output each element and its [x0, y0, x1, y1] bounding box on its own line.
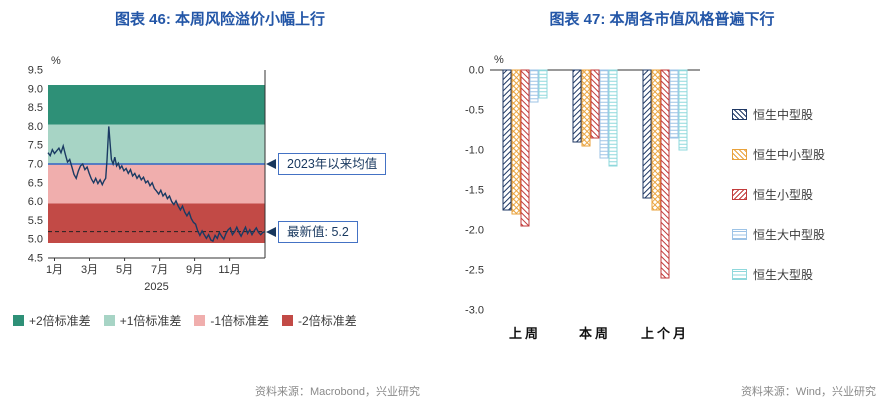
- legend-label: 恒生大中型股: [753, 228, 826, 242]
- plus1sd-swatch: [103, 315, 115, 326]
- legend-item-minus1sd: -1倍标准差: [194, 312, 269, 329]
- legend-label: +2倍标准差: [29, 314, 91, 328]
- svg-text:0.0: 0.0: [469, 65, 484, 77]
- smallcap-swatch: [732, 189, 747, 200]
- figure-47-source: 资料来源：Wind，兴业研究: [740, 386, 876, 398]
- latest-value-label: 最新值: 5.2: [278, 220, 358, 243]
- legend-item-plus2sd: +2倍标准差: [13, 312, 91, 329]
- legend-label: 恒生中小型股: [753, 148, 826, 162]
- left-arrow-icon: [266, 159, 276, 169]
- svg-text:9.5: 9.5: [28, 65, 43, 77]
- figure-46-source: 资料来源：Macrobond，兴业研究: [254, 386, 420, 398]
- svg-text:6.5: 6.5: [28, 177, 43, 189]
- svg-text:11月: 11月: [218, 264, 240, 276]
- svg-text:5.0: 5.0: [28, 234, 43, 246]
- mean-annotation-label: 2023年以来均值: [278, 153, 387, 175]
- svg-text:本周: 本周: [579, 326, 611, 341]
- legend-item-midcap: 恒生中型股: [732, 106, 825, 123]
- legend-label: -1倍标准差: [210, 314, 270, 328]
- svg-text:%: %: [494, 54, 504, 66]
- figure-46-legend: +2倍标准差 +1倍标准差 -1倍标准差 -2倍标准差: [13, 312, 357, 329]
- svg-text:9月: 9月: [186, 264, 203, 276]
- minus1sd-swatch: [194, 315, 206, 326]
- svg-text:-2.5: -2.5: [465, 265, 484, 277]
- svg-text:-1.0: -1.0: [465, 145, 484, 157]
- svg-text:2025: 2025: [144, 281, 168, 293]
- legend-label: -2倍标准差: [298, 314, 357, 328]
- svg-text:7.5: 7.5: [28, 140, 43, 152]
- legend-item-minus2sd: -2倍标准差: [282, 312, 357, 329]
- legend-label: +1倍标准差: [119, 314, 182, 328]
- figure-46-panel: 图表 46: 本周风险溢价小幅上行 4.5 5.0 5.5 6.0 6.5 7.0 7.5 8…: [0, 0, 440, 412]
- left-arrow-icon: [266, 226, 276, 237]
- legend-item-largecap: 恒生大型股: [732, 266, 825, 283]
- svg-text:7.0: 7.0: [28, 159, 43, 171]
- minus2sd-swatch: [282, 315, 294, 326]
- svg-text:8.5: 8.5: [28, 102, 43, 114]
- svg-text:-1.5: -1.5: [465, 185, 484, 197]
- svg-text:1月: 1月: [46, 264, 63, 276]
- svg-text:-3.0: -3.0: [465, 305, 484, 317]
- figure-47-legend: 恒生中型股 恒生中小型股 恒生小型股 恒生大中型股 恒生大型股: [732, 106, 825, 306]
- svg-text:8.0: 8.0: [28, 121, 43, 133]
- plus2sd-swatch: [13, 315, 24, 326]
- legend-label: 恒生大型股: [753, 268, 814, 282]
- svg-text:4.5: 4.5: [28, 253, 43, 265]
- figure-46-title: 图表 46: 本周风险溢价小幅上行: [114, 11, 326, 28]
- legend-item-plus1sd: +1倍标准差: [103, 312, 182, 329]
- legend-item-smallcap: 恒生小型股: [732, 186, 825, 203]
- figure-47-title: 图表 47: 本周各市值风格普遍下行: [549, 11, 775, 28]
- midsmallcap-swatch: [732, 149, 747, 160]
- legend-label: 恒生中型股: [753, 108, 814, 122]
- svg-text:上周: 上周: [509, 326, 541, 341]
- svg-text:%: %: [51, 55, 61, 67]
- svg-text:5.5: 5.5: [28, 215, 43, 227]
- svg-text:上个月: 上个月: [641, 326, 689, 341]
- latest-value-annotation: 最新值: 5.2: [266, 220, 358, 243]
- risk-premium-line-chart: 4.5 5.0 5.5 6.0 6.5 7.0 7.5 8.0 8.5 9.0 9.5% 1月 3月 5月…: [28, 55, 266, 293]
- figure-47-panel: 图表 47: 本周各市值风格普遍下行 0.0 -0.5 -1.0 -1.5 -2.0 -2…: [440, 0, 884, 412]
- midcap-swatch: [732, 109, 747, 120]
- svg-text:7月: 7月: [151, 264, 168, 276]
- legend-item-midsmallcap: 恒生中小型股: [732, 146, 825, 163]
- legend-label: 恒生小型股: [753, 188, 814, 202]
- svg-text:-0.5: -0.5: [465, 105, 484, 117]
- svg-text:3月: 3月: [81, 264, 98, 276]
- svg-text:-2.0: -2.0: [465, 225, 484, 237]
- legend-item-largemidcap: 恒生大中型股: [732, 226, 825, 243]
- svg-text:9.0: 9.0: [28, 83, 43, 95]
- mean-annotation: 2023年以来均值: [266, 153, 387, 175]
- largemidcap-swatch: [732, 229, 747, 240]
- svg-text:5月: 5月: [116, 264, 133, 276]
- market-cap-style-bar-chart: 0.0 -0.5 -1.0 -1.5 -2.0 -2.5 -3.0% 上周 本周 上个月: [465, 54, 700, 341]
- svg-text:6.0: 6.0: [28, 196, 43, 208]
- largecap-swatch: [732, 269, 747, 280]
